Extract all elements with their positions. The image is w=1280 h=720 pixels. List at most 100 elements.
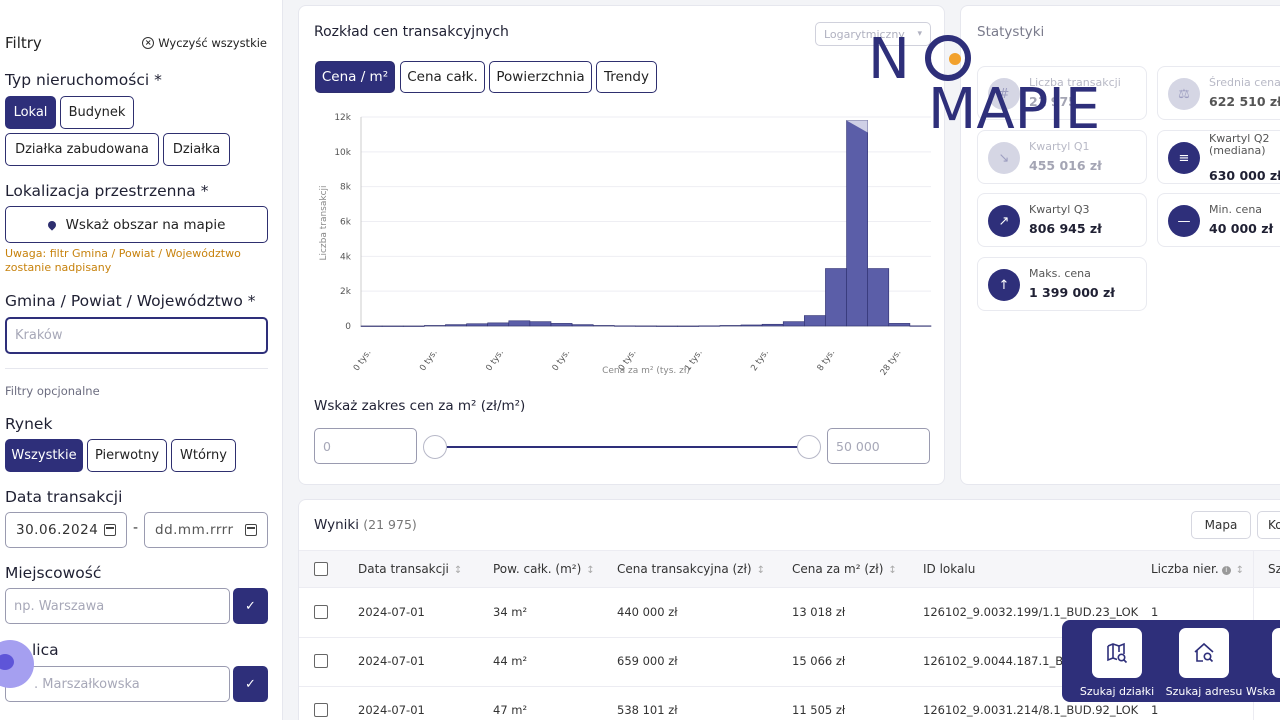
col-area[interactable]: Pow. całk. (m²) ↕	[493, 562, 595, 576]
histogram-bar[interactable]	[466, 323, 488, 327]
tab-area[interactable]: Powierzchnia	[489, 61, 592, 93]
municipality-input[interactable]: Kraków	[5, 317, 268, 354]
histogram-bar[interactable]	[445, 324, 467, 327]
street-input[interactable]: . Marszałkowska	[5, 666, 230, 702]
histogram-bar[interactable]	[402, 325, 425, 327]
point-on-map-button[interactable]: Wska	[1246, 628, 1280, 698]
sort-icon[interactable]: ↕	[1235, 565, 1245, 576]
chat-widget-icon[interactable]	[0, 640, 34, 688]
histogram-bar[interactable]	[740, 324, 763, 327]
col-extra[interactable]: Sz	[1268, 562, 1280, 576]
histogram-bar[interactable]	[592, 325, 615, 327]
histogram-bar[interactable]	[804, 315, 826, 327]
calendar-icon[interactable]	[104, 524, 116, 536]
histogram-bar[interactable]	[656, 325, 678, 327]
histogram-bar[interactable]	[424, 325, 446, 327]
date-from-value: 30.06.2024	[16, 522, 99, 538]
stat-label: Kwartyl Q1	[1029, 140, 1090, 153]
histogram-bar[interactable]	[782, 321, 805, 327]
histogram-bar[interactable]	[698, 325, 721, 327]
col-date[interactable]: Data transakcji ↕	[358, 562, 462, 576]
col-id[interactable]: ID lokalu	[923, 562, 976, 576]
histogram-bar[interactable]	[888, 323, 911, 327]
search-plot-button[interactable]: Szukaj działki	[1072, 628, 1162, 698]
row-checkbox[interactable]	[314, 654, 328, 668]
date-from-input[interactable]: 30.06.2024	[5, 512, 127, 548]
date-title: Data transakcji	[5, 488, 123, 506]
sort-icon[interactable]: ↕	[756, 565, 765, 576]
histogram-bar[interactable]	[719, 325, 742, 327]
histogram-bar[interactable]	[508, 320, 531, 327]
search-address-button[interactable]: Szukaj adresu	[1159, 628, 1249, 698]
scale-select[interactable]: Logarytmiczny ▾	[815, 22, 931, 46]
histogram-bar[interactable]	[846, 120, 868, 327]
sort-icon[interactable]: ↕	[453, 565, 463, 576]
range-max-input[interactable]: 50 000	[827, 428, 930, 464]
search-address-label: Szukaj adresu	[1165, 685, 1243, 698]
cell-price: 440 000 zł	[617, 605, 678, 619]
histogram-bar[interactable]	[550, 323, 573, 327]
cell-count: 1	[1151, 605, 1159, 619]
table-row[interactable]: 2024-07-01 34 m² 440 000 zł 13 018 zł 12…	[299, 589, 1280, 638]
select-area-on-map-button[interactable]: Wskaż obszar na mapie	[5, 206, 268, 243]
map-view-button[interactable]: Mapa	[1191, 511, 1251, 539]
info-icon[interactable]: i	[1221, 566, 1231, 575]
tab-trends[interactable]: Trendy	[596, 61, 657, 93]
histogram-bar[interactable]	[571, 324, 594, 327]
row-checkbox[interactable]	[314, 703, 328, 717]
histogram-bar[interactable]	[677, 325, 700, 327]
chevron-down-icon: ▾	[917, 29, 922, 39]
histogram-bar[interactable]	[381, 325, 404, 327]
chip-dzialka[interactable]: Działka	[163, 133, 230, 166]
tab-price-per-m2[interactable]: Cena / m²	[315, 61, 395, 93]
chip-wszystkie[interactable]: Wszystkie	[5, 439, 83, 472]
sort-icon[interactable]: ↕	[888, 565, 897, 576]
col-price[interactable]: Cena transakcyjna (zł) ↕	[617, 562, 765, 576]
x-tick-label: 28 tys.	[879, 348, 904, 378]
calendar-icon[interactable]	[245, 524, 257, 536]
city-input[interactable]: np. Warszawa	[5, 588, 230, 624]
street-confirm-button[interactable]: ✓	[233, 666, 268, 702]
clear-all-button[interactable]: × Wyczyść wszystkie	[142, 36, 267, 50]
histogram-bar[interactable]	[360, 325, 383, 327]
price-range-title: Wskaż zakres cen za m² (zł/m²)	[314, 398, 526, 414]
histogram-bar[interactable]	[529, 321, 552, 327]
range-min-handle[interactable]	[423, 435, 447, 459]
stat-card-average-price: ⚖ Średnia cena 622 510 zł	[1157, 66, 1280, 120]
col-price-m2[interactable]: Cena za m² (zł) ↕	[792, 562, 897, 576]
chip-pierwotny[interactable]: Pierwotny	[87, 439, 167, 472]
table-row[interactable]: 2024-07-01 44 m² 659 000 zł 15 066 zł 12…	[299, 638, 1280, 687]
city-confirm-button[interactable]: ✓	[233, 588, 268, 624]
map-pin-icon	[45, 218, 58, 231]
histogram-bar[interactable]	[761, 323, 784, 327]
col-count[interactable]: Liczba nier. i ↕	[1151, 562, 1244, 576]
results-count: (21 975)	[363, 517, 417, 532]
range-min-input[interactable]: 0	[314, 428, 417, 464]
floating-search-toolbar: Szukaj działki Szukaj adresu Wska	[1062, 620, 1280, 702]
tab-total-price[interactable]: Cena całk.	[400, 61, 485, 93]
chip-wtorny[interactable]: Wtórny	[171, 439, 236, 472]
columns-button[interactable]: Ko	[1257, 511, 1280, 539]
y-axis-ticks: 0 2k 4k 6k 8k 10k 12k	[334, 113, 351, 332]
histogram-bar[interactable]	[487, 322, 510, 327]
chip-dzialka-zabudowana[interactable]: Działka zabudowana	[5, 133, 159, 166]
select-all-checkbox[interactable]	[314, 562, 328, 576]
histogram-bar[interactable]	[867, 268, 890, 327]
sort-icon[interactable]: ↕	[586, 565, 595, 576]
row-checkbox[interactable]	[314, 605, 328, 619]
x-tick-label: 0 tys.	[418, 348, 440, 373]
price-distribution-panel: Rozkład cen transakcyjnych Logarytmiczny…	[298, 5, 945, 485]
histogram-bar[interactable]	[635, 325, 657, 327]
chip-lokal[interactable]: Lokal	[5, 96, 56, 129]
stat-label: Liczba transakcji	[1029, 76, 1121, 89]
price-range-slider-track[interactable]	[435, 446, 810, 448]
y-tick-label: 10k	[334, 148, 351, 158]
date-to-input[interactable]: dd.mm.rrrr	[144, 512, 268, 548]
table-row[interactable]: 2024-07-01 47 m² 538 101 zł 11 505 zł 12…	[299, 687, 1280, 720]
divider	[5, 368, 268, 369]
chip-budynek[interactable]: Budynek	[60, 96, 134, 129]
range-max-handle[interactable]	[797, 435, 821, 459]
histogram-bar[interactable]	[614, 325, 636, 327]
histogram-bar[interactable]	[825, 268, 847, 327]
histogram-bar[interactable]	[909, 325, 932, 327]
